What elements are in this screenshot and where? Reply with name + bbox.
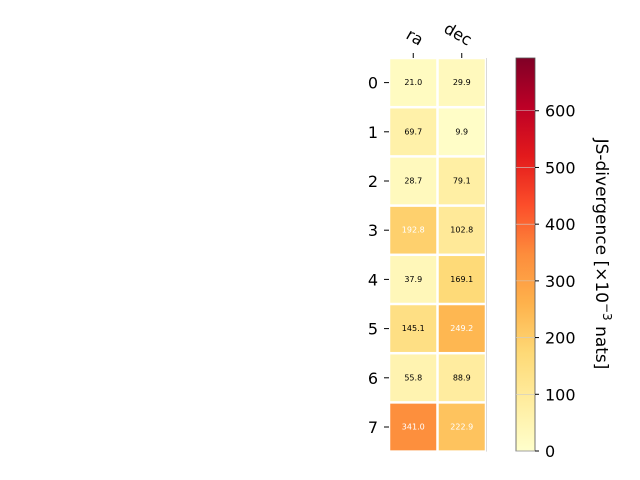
heatmap-cell — [438, 354, 485, 402]
cell-value-label: 55.8 — [404, 373, 422, 382]
cell-value-label: 69.7 — [404, 127, 422, 136]
heatmap-cell — [438, 108, 485, 156]
heatmap-cell — [438, 157, 485, 205]
cell-value-label: 249.2 — [450, 324, 473, 333]
y-tick-label: 7 — [368, 418, 378, 437]
heatmap-cell — [390, 403, 437, 451]
y-tick-label: 5 — [368, 320, 378, 339]
colorbar-tick-label: 600 — [545, 102, 576, 121]
heatmap-cell — [438, 59, 485, 106]
heatmap-cell — [390, 305, 437, 352]
colorbar-tick-label: 400 — [545, 215, 576, 234]
cell-value-label: 192.8 — [402, 226, 425, 235]
heatmap-cell — [438, 403, 485, 451]
x-tick-label: dec — [441, 19, 475, 50]
y-tick-label: 1 — [368, 123, 378, 142]
heatmap-cell — [438, 305, 485, 352]
heatmap-cell — [390, 206, 437, 254]
heatmap-cell — [390, 59, 437, 106]
colorbar-tick-label: 300 — [545, 272, 576, 291]
x-tick-label: ra — [403, 25, 427, 50]
cell-value-label: 88.9 — [453, 373, 471, 382]
heatmap-cell — [390, 108, 437, 156]
cell-value-label: 21.0 — [404, 78, 422, 87]
colorbar-tick-label: 100 — [545, 385, 576, 404]
colorbar-gradient — [515, 57, 536, 452]
cell-value-label: 222.9 — [450, 423, 473, 432]
cell-value-label: 102.8 — [450, 226, 473, 235]
heatmap-cell — [390, 256, 437, 303]
heatmap-cell — [390, 157, 437, 205]
y-tick-label: 2 — [368, 172, 378, 191]
cell-value-label: 341.0 — [402, 423, 425, 432]
heatmap-area: 21.0 29.9 69.7 9.9 28.7 79.1 192.8 102.8 37.9 169… — [368, 19, 487, 452]
cell-value-label: 28.7 — [404, 177, 422, 186]
y-tick-label: 3 — [368, 221, 378, 240]
y-tick-label: 0 — [368, 74, 378, 93]
colorbar-tick-label: 200 — [545, 329, 576, 348]
cell-value-label: 169.1 — [450, 275, 473, 284]
cell-value-label: 29.9 — [453, 78, 471, 87]
colorbar-tick-label: 0 — [545, 442, 555, 461]
heatmap-cell — [390, 354, 437, 402]
cell-value-label: 37.9 — [404, 275, 422, 284]
colorbar-tick-label: 500 — [545, 158, 576, 177]
cell-value-label: 9.9 — [455, 127, 468, 136]
y-tick-label: 6 — [368, 369, 378, 388]
heatmap-cell — [438, 256, 485, 303]
heatmap-cell — [438, 206, 485, 254]
colorbar-label: JS-divergence [×10−3 nats] — [591, 138, 614, 370]
cell-value-label: 79.1 — [453, 177, 471, 186]
cell-value-label: 145.1 — [402, 324, 425, 333]
colorbar-ticks: 0 100 200 300 400 500 600 — [516, 102, 576, 461]
colorbar: 0 100 200 300 400 500 600 JS-divergence [×10−3… — [515, 57, 614, 461]
y-tick-label: 4 — [368, 270, 378, 289]
